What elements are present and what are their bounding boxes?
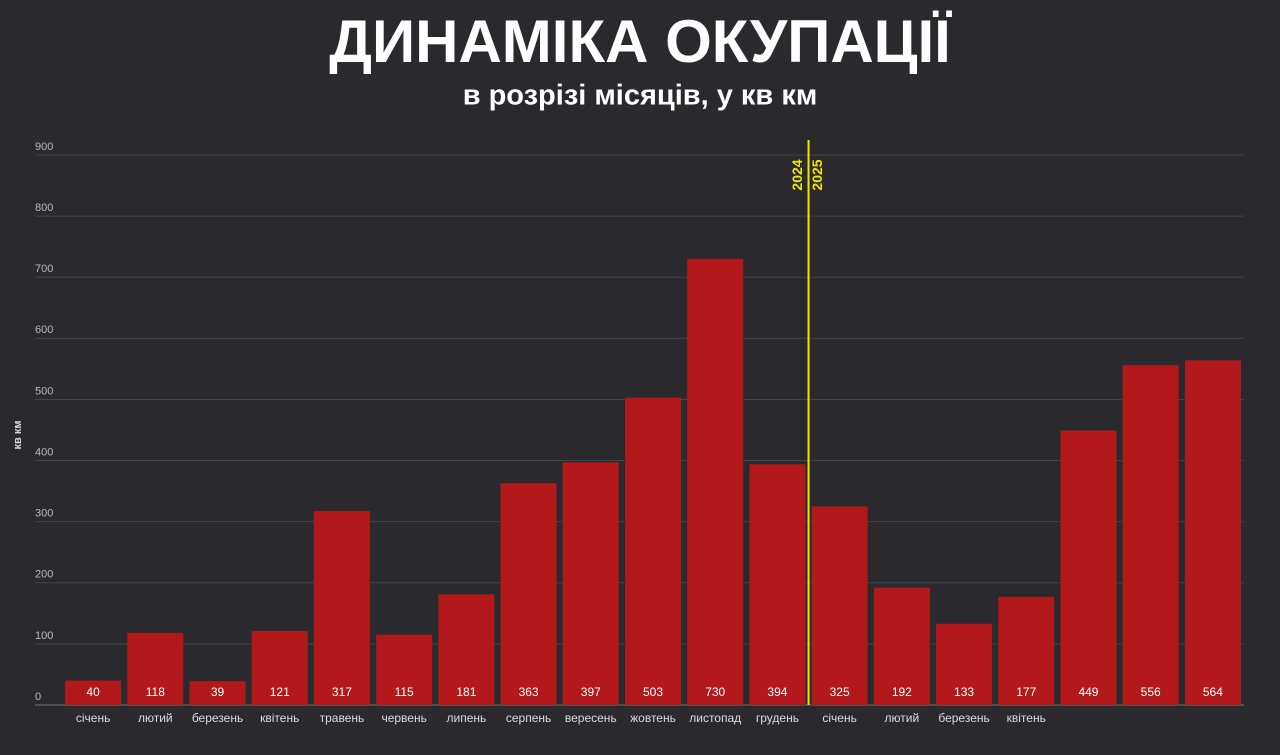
y-tick-label: 800 xyxy=(35,202,53,214)
bar xyxy=(562,462,619,705)
bar xyxy=(1060,430,1117,705)
value-label: 317 xyxy=(332,685,352,699)
value-label: 564 xyxy=(1203,685,1223,699)
x-tick-label: травень xyxy=(320,711,365,725)
y-tick-label: 200 xyxy=(35,569,53,581)
value-label: 121 xyxy=(270,685,290,699)
x-tick-label: квітень xyxy=(1007,711,1046,725)
x-tick-label: грудень xyxy=(756,711,799,725)
y-tick-label: 500 xyxy=(35,385,53,397)
value-label: 192 xyxy=(892,685,912,699)
x-tick-label: серпень xyxy=(506,711,551,725)
bar xyxy=(251,631,308,705)
value-label: 118 xyxy=(146,685,165,699)
value-label: 556 xyxy=(1141,685,1161,699)
annotation: 2024 xyxy=(789,159,805,190)
bar xyxy=(189,681,246,705)
x-tick-label: липень xyxy=(446,711,486,725)
bar xyxy=(936,623,993,705)
chart-subtitle: в розрізі місяців, у кв км xyxy=(463,80,818,112)
value-label: 177 xyxy=(1016,685,1036,699)
x-tick-label: жовтень xyxy=(630,711,676,725)
bar xyxy=(438,594,495,705)
x-tick-label: березень xyxy=(938,711,989,725)
value-label: 363 xyxy=(519,685,539,699)
x-tick-label: січень xyxy=(76,711,110,725)
y-tick-label: 300 xyxy=(35,508,53,520)
bar xyxy=(687,258,744,705)
value-label: 503 xyxy=(643,685,663,699)
bar xyxy=(127,632,184,705)
bar xyxy=(625,397,681,705)
x-tick-label: березень xyxy=(192,711,243,725)
x-tick-label: лютий xyxy=(138,711,173,725)
x-tick-label: січень xyxy=(822,711,856,725)
value-label: 133 xyxy=(954,685,974,699)
bar xyxy=(749,464,806,705)
annotation: 2025 xyxy=(809,159,825,190)
x-tick-label: вересень xyxy=(565,711,617,725)
y-tick-label: 900 xyxy=(35,141,53,153)
bar xyxy=(376,634,433,705)
value-label: 39 xyxy=(211,685,225,699)
y-tick-label: 0 xyxy=(35,691,41,703)
x-tick-label: листопад xyxy=(689,711,741,725)
value-label: 449 xyxy=(1078,685,1098,699)
chart-title: ДИНАМІКА ОКУПАЦІЇ xyxy=(329,8,952,75)
bar xyxy=(500,483,557,705)
x-tick-label: червень xyxy=(381,711,426,725)
value-label: 397 xyxy=(581,685,601,699)
y-tick-label: 700 xyxy=(35,263,53,275)
value-label: 325 xyxy=(830,685,850,699)
value-label: 730 xyxy=(705,685,725,699)
bar xyxy=(313,511,370,705)
value-label: 394 xyxy=(767,685,787,699)
bar xyxy=(1184,360,1241,705)
value-label: 181 xyxy=(456,685,476,699)
bar xyxy=(998,596,1055,705)
bar xyxy=(873,587,930,705)
y-tick-label: 100 xyxy=(35,630,53,642)
bar xyxy=(1122,365,1179,705)
value-label: 115 xyxy=(395,685,414,699)
y-tick-label: 600 xyxy=(35,324,53,336)
bar xyxy=(811,506,868,705)
x-tick-label: лютий xyxy=(885,711,920,725)
x-tick-label: квітень xyxy=(260,711,299,725)
bar xyxy=(65,680,122,705)
y-tick-label: 400 xyxy=(35,446,53,458)
y-axis-label: кв км xyxy=(12,421,24,450)
value-label: 40 xyxy=(86,685,100,699)
